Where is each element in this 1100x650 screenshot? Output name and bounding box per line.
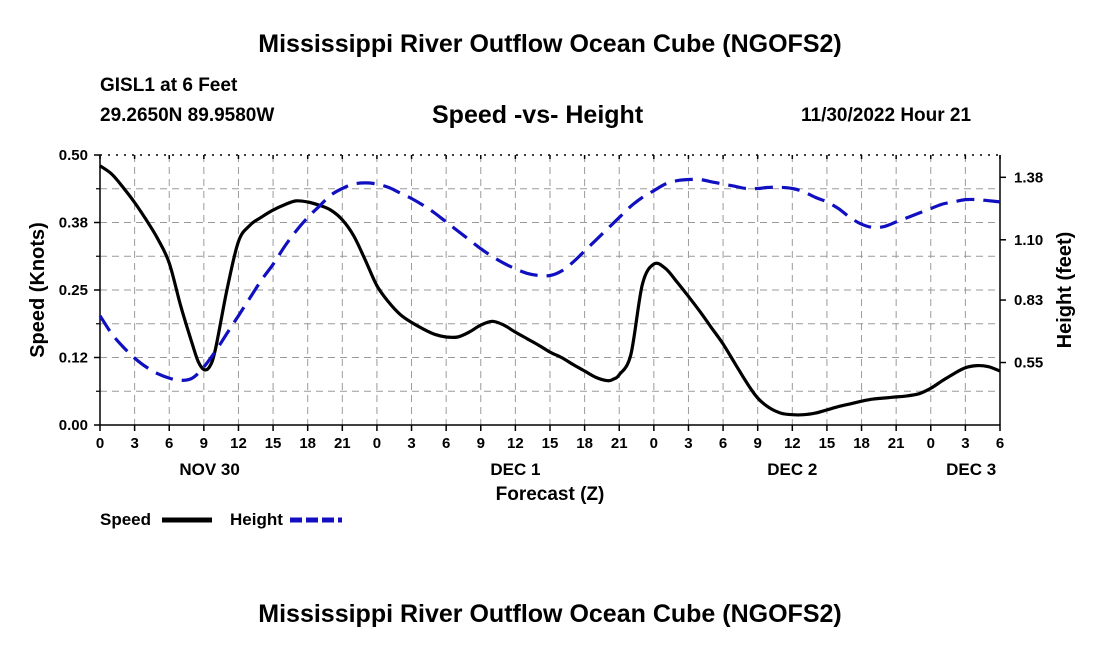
y-axis-title-right: Height (feet) — [1054, 232, 1076, 349]
height-series-line — [98, 177, 1001, 382]
x-tick-label: 21 — [611, 435, 628, 452]
station-coordinates: 29.2650N 89.9580W — [100, 105, 275, 126]
x-tick-label: 18 — [299, 435, 316, 452]
station-label: GISL1 at 6 Feet — [100, 75, 238, 96]
x-tick-label: 9 — [200, 435, 208, 452]
x-tick-label: 15 — [265, 435, 282, 452]
y-tick-label-right: 1.10 — [1014, 232, 1043, 249]
x-tick-label: 21 — [334, 435, 351, 452]
x-tick-label: 18 — [853, 435, 870, 452]
x-tick-label: 9 — [477, 435, 485, 452]
x-tick-label: 3 — [130, 435, 138, 452]
x-tick-label: 6 — [442, 435, 450, 452]
x-tick-label: 18 — [576, 435, 593, 452]
x-tick-label: 12 — [507, 435, 524, 452]
chart-title-repeat: Mississippi River Outflow Ocean Cube (NG… — [258, 600, 842, 628]
grid-lines — [100, 155, 1000, 425]
y-tick-label-right: 0.55 — [1014, 355, 1043, 372]
x-tick-label: 3 — [684, 435, 692, 452]
x-tick-label: 0 — [650, 435, 658, 452]
x-tick-label: 3 — [407, 435, 415, 452]
x-tick-label: 21 — [888, 435, 905, 452]
y-tick-label-left: 0.00 — [59, 417, 88, 434]
x-tick-label: 6 — [165, 435, 173, 452]
legend-label-height: Height — [230, 510, 283, 529]
y-tick-label-left: 0.12 — [59, 350, 88, 367]
y-tick-label-left: 0.50 — [59, 147, 88, 164]
x-tick-label: 15 — [542, 435, 559, 452]
date-label: NOV 30 — [179, 460, 239, 479]
date-label: DEC 2 — [767, 460, 817, 479]
legend-label-speed: Speed — [100, 510, 151, 529]
forecast-timestamp: 11/30/2022 Hour 21 — [801, 105, 972, 126]
legend: Speed Height — [100, 510, 342, 529]
y-axis-title-left: Speed (Knots) — [27, 222, 49, 358]
x-tick-label: 0 — [96, 435, 104, 452]
chart-subtitle: Speed -vs- Height — [432, 101, 644, 129]
x-tick-label: 9 — [754, 435, 762, 452]
date-label: DEC 3 — [946, 460, 996, 479]
y-tick-label-right: 1.38 — [1014, 169, 1043, 186]
x-tick-label: 12 — [784, 435, 801, 452]
x-tick-label: 6 — [996, 435, 1004, 452]
x-tick-label: 15 — [819, 435, 836, 452]
x-tick-label: 0 — [927, 435, 935, 452]
date-label: DEC 1 — [490, 460, 540, 479]
x-tick-label: 6 — [719, 435, 727, 452]
y-tick-label-left: 0.25 — [59, 282, 88, 299]
chart-title: Mississippi River Outflow Ocean Cube (NG… — [258, 30, 842, 58]
x-tick-label: 12 — [230, 435, 247, 452]
x-tick-label: 3 — [961, 435, 969, 452]
y-tick-label-right: 0.83 — [1014, 292, 1043, 309]
x-axis-title: Forecast (Z) — [496, 484, 605, 505]
x-tick-label: 0 — [373, 435, 381, 452]
y-tick-label-left: 0.38 — [59, 215, 88, 232]
speed-series-line — [99, 164, 1001, 417]
